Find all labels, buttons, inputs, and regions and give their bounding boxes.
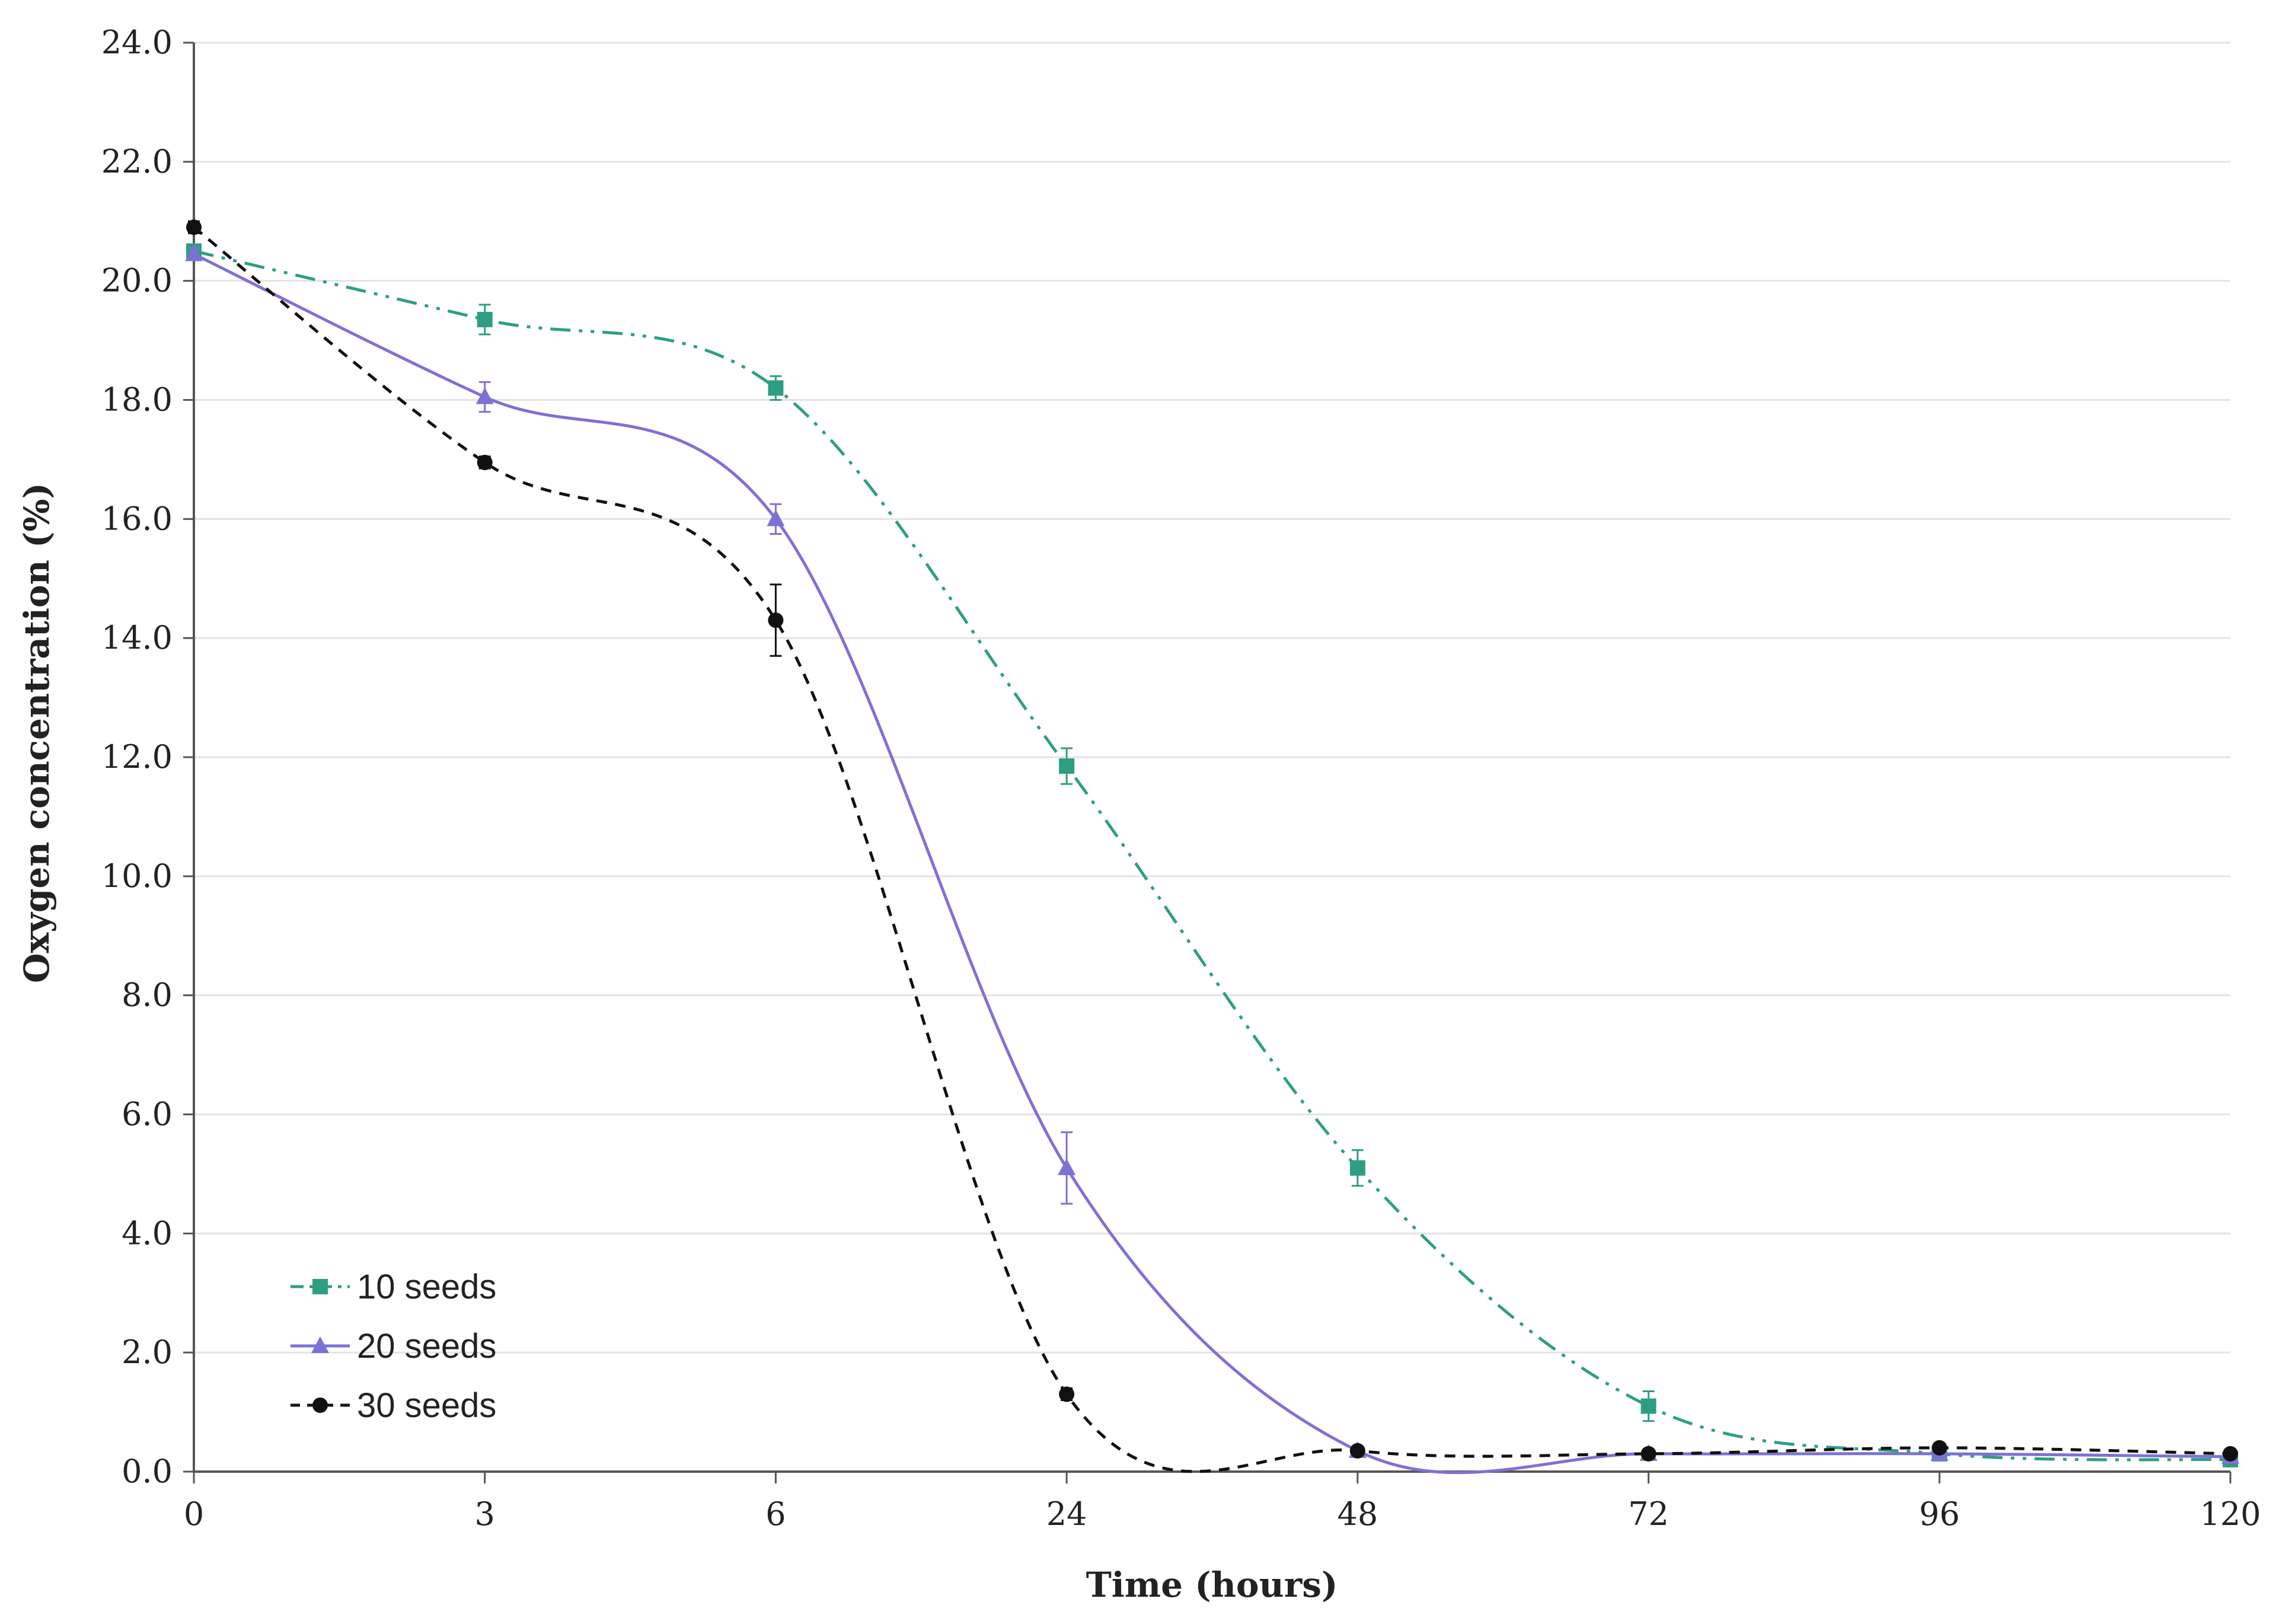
- legend-item-10-seeds: 10 seeds: [291, 1268, 496, 1306]
- data-point-10-seeds: [1059, 758, 1075, 774]
- data-point-20-seeds: [185, 244, 203, 261]
- data-point-20-seeds: [767, 509, 785, 527]
- legend-label-30-seeds: 30 seeds: [357, 1386, 496, 1425]
- data-point-20-seeds: [475, 387, 494, 404]
- data-point-30-seeds: [1059, 1386, 1075, 1402]
- y-tick-label: 8.0: [122, 977, 173, 1014]
- x-tick-label: 72: [1628, 1495, 1669, 1533]
- data-point-30-seeds: [477, 454, 493, 470]
- x-tick-label: 3: [475, 1495, 495, 1533]
- data-series: [185, 219, 2239, 1475]
- y-tick-label: 20.0: [101, 262, 173, 299]
- x-axis-title: Time (hours): [1086, 1565, 1338, 1605]
- data-point-30-seeds: [1932, 1440, 1948, 1456]
- grid-lines: [194, 42, 2230, 1354]
- y-tick-label: 18.0: [101, 381, 173, 419]
- data-point-10-seeds: [477, 311, 493, 327]
- x-tick-label: 48: [1337, 1495, 1378, 1533]
- legend-marker-20-seeds: [311, 1336, 329, 1353]
- legend-marker-30-seeds: [312, 1398, 328, 1413]
- legend-item-20-seeds: 20 seeds: [291, 1327, 496, 1365]
- y-tick-label: 24.0: [101, 24, 173, 61]
- y-tick-label: 6.0: [122, 1096, 173, 1133]
- y-tick-label: 0.0: [122, 1453, 173, 1490]
- data-point-10-seeds: [1640, 1398, 1656, 1414]
- x-tick-label: 6: [765, 1495, 786, 1533]
- y-tick-label: 4.0: [122, 1214, 173, 1252]
- x-tick-label: 24: [1046, 1495, 1087, 1533]
- series-line-10-seeds: [193, 250, 2231, 1462]
- y-tick-label: 2.0: [122, 1333, 173, 1371]
- y-tick-label: 22.0: [101, 143, 173, 180]
- data-point-30-seeds: [186, 219, 202, 235]
- data-point-30-seeds: [1640, 1446, 1656, 1462]
- y-axis-title: Oxygen concentration (%): [17, 483, 57, 983]
- data-point-30-seeds: [2223, 1446, 2238, 1462]
- y-tick-label: 10.0: [101, 857, 173, 895]
- series-line-20-seeds: [193, 253, 2231, 1475]
- axes: 0.0 2.0 4.0 6.0 8.0 10.0 12.0 14.0 16.0 18.0 20.0 2…: [101, 24, 2261, 1533]
- data-point-30-seeds: [768, 612, 784, 628]
- x-tick-label: 120: [2200, 1495, 2261, 1533]
- series-30-seeds: [186, 219, 2238, 1473]
- y-tick-label: 14.0: [101, 619, 173, 656]
- y-tick-label: 12.0: [101, 738, 173, 776]
- x-tick-label: 0: [184, 1495, 204, 1533]
- legend-marker-10-seeds: [312, 1279, 328, 1294]
- data-point-10-seeds: [768, 380, 784, 396]
- legend-label-10-seeds: 10 seeds: [357, 1268, 496, 1306]
- y-tick-label: 16.0: [101, 500, 173, 537]
- data-point-30-seeds: [1349, 1443, 1365, 1459]
- data-point-10-seeds: [1349, 1160, 1365, 1176]
- series-line-30-seeds: [193, 226, 2231, 1473]
- data-point-20-seeds: [1058, 1158, 1076, 1175]
- legend-item-30-seeds: 30 seeds: [291, 1386, 496, 1425]
- x-tick-label: 96: [1919, 1495, 1960, 1533]
- legend: 10 seeds 20 seeds 30 seeds: [291, 1268, 496, 1425]
- legend-label-20-seeds: 20 seeds: [357, 1327, 496, 1365]
